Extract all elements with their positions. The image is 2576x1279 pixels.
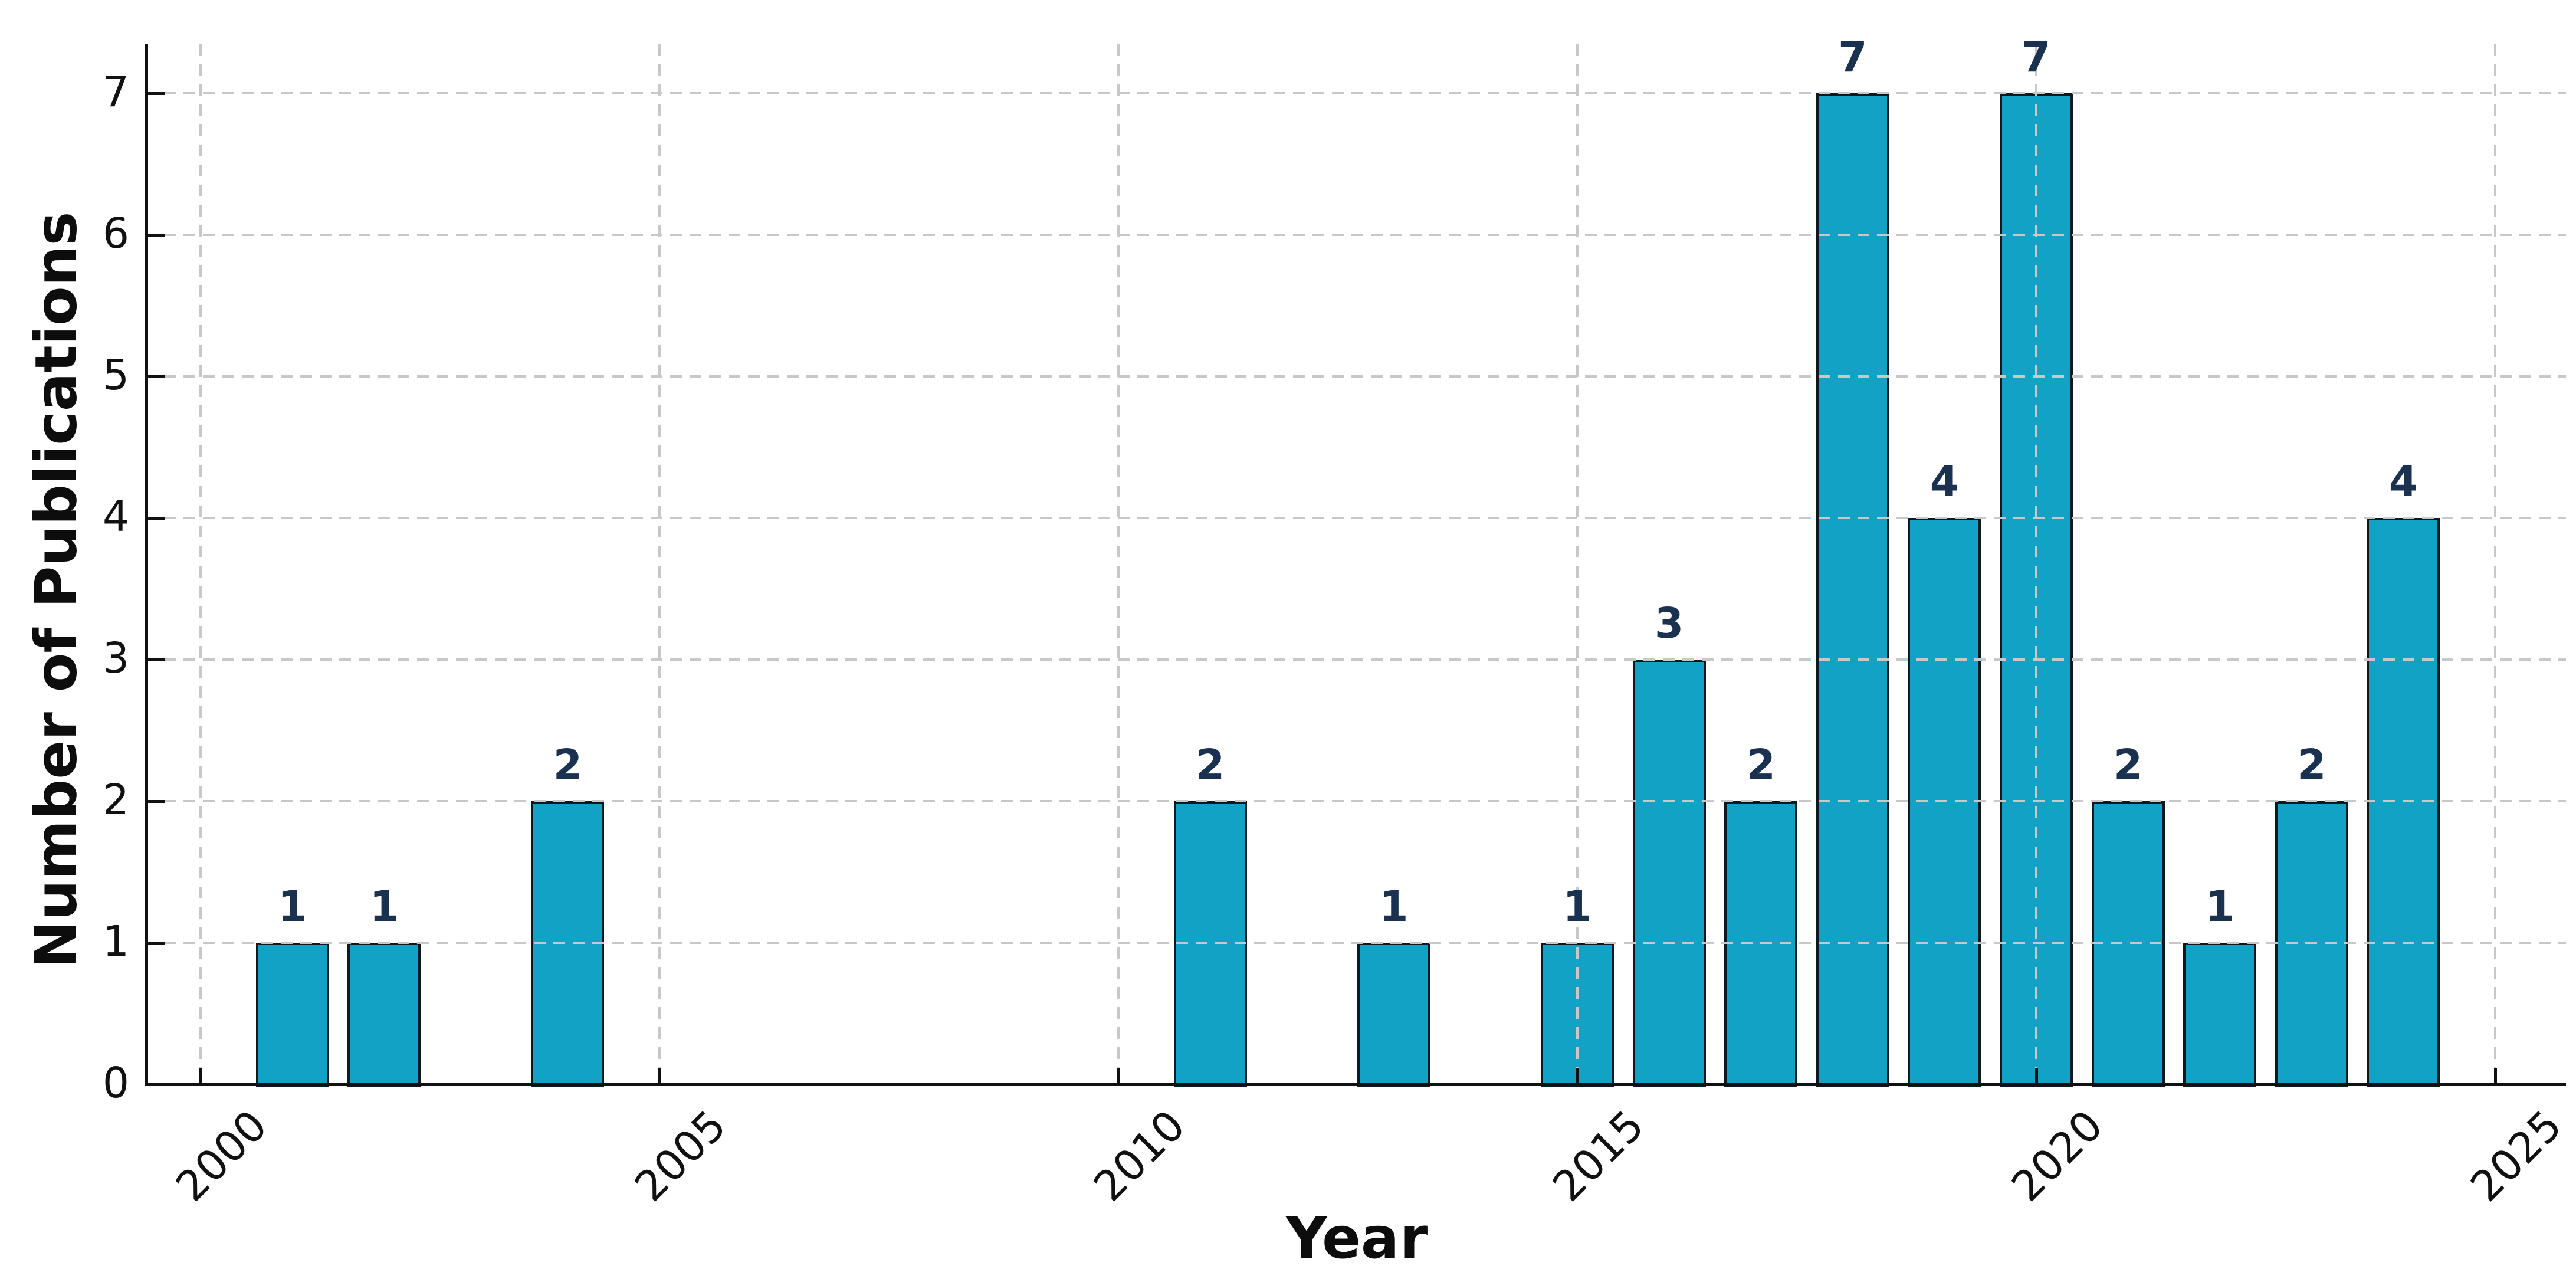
- y-axis-title: Number of Publications: [22, 211, 90, 969]
- bar-2024: [2367, 518, 2440, 1087]
- h-gridline-1: [145, 942, 2566, 944]
- h-gridline-5: [145, 375, 2566, 378]
- x-tick-label-2000: 2000: [166, 1101, 277, 1211]
- bar-2018: [1816, 93, 1889, 1087]
- y-tick-6: [148, 234, 165, 237]
- x-tick-2010: [1117, 1068, 1120, 1084]
- h-gridline-7: [145, 92, 2566, 94]
- bar-value-label-2013: 1: [1379, 882, 1409, 931]
- bar-2013: [1357, 943, 1430, 1087]
- x-tick-2025: [2494, 1068, 2497, 1084]
- bar-2002: [347, 943, 421, 1087]
- v-gridline-2025: [2494, 44, 2496, 1084]
- y-tick-label-2: 2: [102, 775, 129, 825]
- bar-value-label-2017: 2: [1746, 740, 1776, 789]
- y-tick-0: [148, 1083, 165, 1086]
- bar-value-label-2004: 2: [553, 740, 583, 789]
- bar-value-label-2016: 3: [1654, 599, 1684, 648]
- bar-2011: [1173, 801, 1247, 1087]
- v-gridline-2015: [1576, 44, 1579, 1084]
- bar-2022: [2183, 943, 2257, 1087]
- bar-value-label-2024: 4: [2388, 457, 2419, 506]
- bar-value-label-2020: 7: [2022, 32, 2051, 81]
- bar-2016: [1632, 660, 1706, 1087]
- y-tick-label-7: 7: [102, 67, 129, 117]
- bar-2017: [1724, 801, 1798, 1087]
- h-gridline-6: [145, 234, 2566, 236]
- y-tick-3: [148, 658, 165, 661]
- v-gridline-2020: [2035, 44, 2037, 1084]
- x-axis-title: Year: [1285, 1205, 1428, 1271]
- y-tick-2: [148, 800, 165, 803]
- v-gridline-2000: [199, 44, 202, 1084]
- y-tick-label-1: 1: [102, 917, 129, 966]
- x-tick-2020: [2035, 1068, 2038, 1084]
- y-tick-7: [148, 92, 165, 95]
- h-gridline-2: [145, 800, 2566, 802]
- x-tick-label-2010: 2010: [1084, 1101, 1195, 1211]
- h-gridline-3: [145, 658, 2566, 661]
- y-tick-label-0: 0: [102, 1058, 129, 1108]
- y-tick-label-4: 4: [102, 492, 129, 542]
- bar-value-label-2015: 1: [1563, 882, 1592, 931]
- v-gridline-2005: [658, 44, 661, 1084]
- x-tick-label-2005: 2005: [625, 1101, 736, 1211]
- y-axis-line: [145, 44, 148, 1086]
- y-tick-label-3: 3: [102, 634, 129, 683]
- bar-2001: [255, 943, 329, 1087]
- bar-value-label-2001: 1: [277, 882, 307, 931]
- bar-2004: [531, 801, 605, 1087]
- y-tick-4: [148, 517, 165, 520]
- x-tick-label-2025: 2025: [2461, 1101, 2571, 1211]
- x-axis-line: [145, 1083, 2566, 1086]
- bar-value-label-2019: 4: [1929, 457, 1960, 506]
- x-tick-label-2015: 2015: [1543, 1101, 1653, 1211]
- x-tick-2015: [1576, 1068, 1579, 1084]
- bar-value-label-2002: 1: [369, 882, 399, 931]
- x-tick-2005: [658, 1068, 661, 1084]
- y-tick-5: [148, 375, 165, 378]
- h-gridline-4: [145, 517, 2566, 519]
- bar-value-label-2018: 7: [1838, 32, 1868, 81]
- bar-value-label-2023: 2: [2297, 740, 2326, 789]
- bar-2023: [2275, 801, 2348, 1087]
- bar-2021: [2091, 801, 2165, 1087]
- v-gridline-2010: [1117, 44, 1120, 1084]
- bar-value-label-2021: 2: [2113, 740, 2143, 789]
- y-tick-label-6: 6: [102, 209, 129, 258]
- y-tick-1: [148, 942, 165, 945]
- x-tick-2000: [199, 1068, 202, 1084]
- bar-value-label-2022: 1: [2205, 882, 2234, 931]
- x-tick-label-2020: 2020: [2002, 1101, 2112, 1211]
- y-tick-label-5: 5: [102, 350, 129, 400]
- bar-2019: [1908, 518, 1981, 1087]
- bar-value-label-2011: 2: [1195, 740, 1225, 789]
